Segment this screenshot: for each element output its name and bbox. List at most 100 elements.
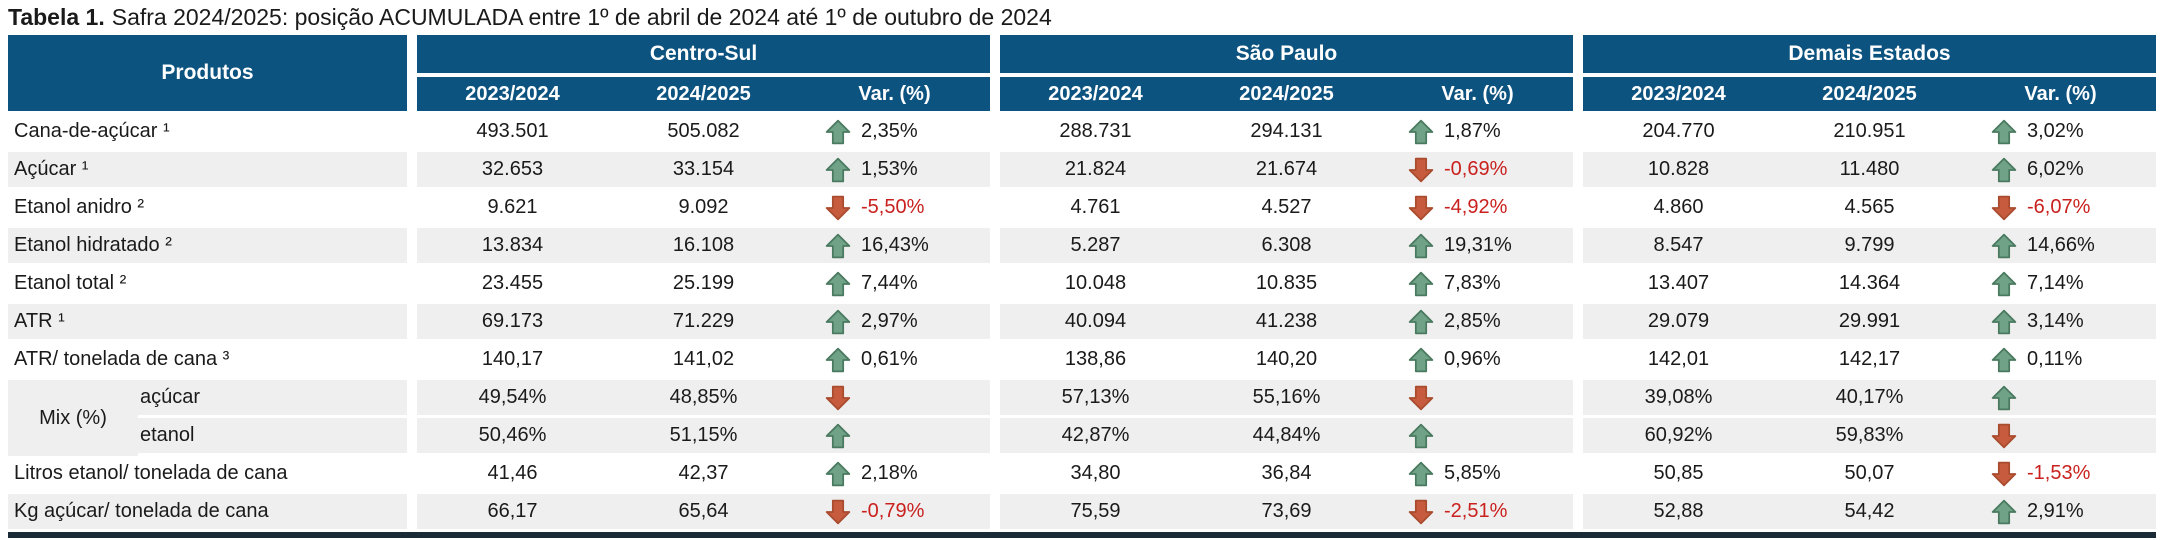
value-cell: 66,17: [417, 494, 608, 532]
trend-down-icon: [825, 385, 851, 410]
table-title: Tabela 1. Safra 2024/2025: posição ACUMUL…: [8, 2, 2156, 32]
group-header-sao-paulo: São Paulo: [1000, 35, 1573, 73]
product-cell: Etanol hidratado ²: [8, 228, 407, 266]
var-cell: 2,35%: [799, 114, 990, 152]
subheader-sao-paulo-2024-2025: 2024/2025: [1191, 77, 1382, 111]
value-cell: 50,85: [1583, 456, 1774, 494]
value-cell: 29.991: [1774, 304, 1965, 342]
value-cell: 10.835: [1191, 266, 1382, 304]
var-cell: -4,92%: [1382, 190, 1573, 228]
trend-up-icon: [1991, 119, 2017, 144]
trend-up-icon: [1408, 119, 1434, 144]
subheader-sao-paulo-2023-2024: 2023/2024: [1000, 77, 1191, 111]
trend-up-icon: [1991, 271, 2017, 296]
trend-up-icon: [825, 233, 851, 258]
value-cell: 4.527: [1191, 190, 1382, 228]
table-bottom-border: [8, 532, 2156, 538]
value-cell: 140,20: [1191, 342, 1382, 380]
value-cell: 71.229: [608, 304, 799, 342]
var-label: -0,79%: [861, 500, 925, 522]
var-cell: 0,61%: [799, 342, 990, 380]
var-label: -5,50%: [861, 196, 925, 218]
value-cell: 21.674: [1191, 152, 1382, 190]
value-cell: 9.799: [1774, 228, 1965, 266]
value-cell: 9.621: [417, 190, 608, 228]
trend-up-icon: [1991, 499, 2017, 524]
value-cell: 140,17: [417, 342, 608, 380]
var-cell: 16,43%: [799, 228, 990, 266]
value-cell: 41.238: [1191, 304, 1382, 342]
var-label: 19,31%: [1444, 234, 1512, 256]
value-cell: 44,84%: [1191, 418, 1382, 456]
product-cell: Cana-de-açúcar ¹: [8, 114, 407, 152]
value-cell: 142,17: [1774, 342, 1965, 380]
trend-down-icon: [1408, 385, 1434, 410]
value-cell: 50,46%: [417, 418, 608, 456]
value-cell: 8.547: [1583, 228, 1774, 266]
value-cell: 14.364: [1774, 266, 1965, 304]
group-header-centro-sul: Centro-Sul: [417, 35, 990, 73]
var-cell: 2,18%: [799, 456, 990, 494]
subheader-centro-sul-2024-2025: 2024/2025: [608, 77, 799, 111]
mix-group-label: Mix (%): [8, 380, 138, 456]
value-cell: 141,02: [608, 342, 799, 380]
group-header-demais-estados: Demais Estados: [1583, 35, 2156, 73]
trend-up-icon: [825, 271, 851, 296]
value-cell: 10.048: [1000, 266, 1191, 304]
trend-up-icon: [1408, 233, 1434, 258]
product-cell: Kg açúcar/ tonelada de cana: [8, 494, 407, 532]
value-cell: 13.407: [1583, 266, 1774, 304]
var-label: 0,96%: [1444, 348, 1501, 370]
var-cell: [799, 418, 990, 456]
var-label: 2,91%: [2027, 500, 2084, 522]
value-cell: 23.455: [417, 266, 608, 304]
value-cell: 40.094: [1000, 304, 1191, 342]
value-cell: 5.287: [1000, 228, 1191, 266]
var-label: 3,14%: [2027, 310, 2084, 332]
var-label: -4,92%: [1444, 196, 1508, 218]
value-cell: 34,80: [1000, 456, 1191, 494]
product-label: ATR ¹: [14, 310, 65, 332]
column-header-produtos: Produtos: [8, 35, 407, 111]
value-cell: 48,85%: [608, 380, 799, 418]
subheader-demais-estados-2023-2024: 2023/2024: [1583, 77, 1774, 111]
trend-up-icon: [1991, 309, 2017, 334]
value-cell: 42,87%: [1000, 418, 1191, 456]
product-label: Etanol total ²: [14, 272, 127, 294]
mix-group-label-text: Mix (%): [39, 406, 107, 429]
product-label: etanol: [140, 424, 195, 446]
product-cell: Etanol anidro ²: [8, 190, 407, 228]
var-cell: 2,85%: [1382, 304, 1573, 342]
var-cell: -0,69%: [1382, 152, 1573, 190]
var-cell: 0,11%: [1965, 342, 2156, 380]
var-cell: -2,51%: [1382, 494, 1573, 532]
var-label: 1,87%: [1444, 120, 1501, 142]
trend-up-icon: [1991, 385, 2017, 410]
value-cell: 36,84: [1191, 456, 1382, 494]
product-label: Litros etanol/ tonelada de cana: [14, 462, 288, 484]
var-cell: 5,85%: [1382, 456, 1573, 494]
value-cell: 41,46: [417, 456, 608, 494]
var-cell: [799, 380, 990, 418]
trend-up-icon: [1991, 157, 2017, 182]
var-cell: 3,02%: [1965, 114, 2156, 152]
var-label: 2,35%: [861, 120, 918, 142]
value-cell: 4.565: [1774, 190, 1965, 228]
trend-down-icon: [825, 195, 851, 220]
var-cell: -0,79%: [799, 494, 990, 532]
var-cell: 7,83%: [1382, 266, 1573, 304]
value-cell: 42,37: [608, 456, 799, 494]
value-cell: 33.154: [608, 152, 799, 190]
trend-up-icon: [825, 423, 851, 448]
trend-down-icon: [825, 499, 851, 524]
value-cell: 4.761: [1000, 190, 1191, 228]
table-title-prefix: Tabela 1.: [8, 4, 105, 30]
subheader-sao-paulo-var: Var. (%): [1382, 77, 1573, 111]
value-cell: 142,01: [1583, 342, 1774, 380]
var-label: -1,53%: [2027, 462, 2091, 484]
trend-up-icon: [1408, 347, 1434, 372]
value-cell: 288.731: [1000, 114, 1191, 152]
trend-down-icon: [1991, 461, 2017, 486]
var-cell: 7,14%: [1965, 266, 2156, 304]
